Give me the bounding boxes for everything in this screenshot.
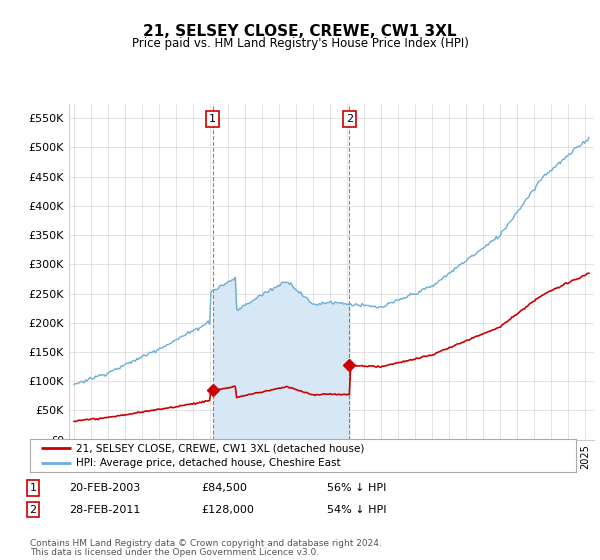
Text: Price paid vs. HM Land Registry's House Price Index (HPI): Price paid vs. HM Land Registry's House …: [131, 37, 469, 50]
Text: £128,000: £128,000: [201, 505, 254, 515]
Text: £84,500: £84,500: [201, 483, 247, 493]
Text: 21, SELSEY CLOSE, CREWE, CW1 3XL: 21, SELSEY CLOSE, CREWE, CW1 3XL: [143, 24, 457, 39]
Text: 56% ↓ HPI: 56% ↓ HPI: [327, 483, 386, 493]
Text: This data is licensed under the Open Government Licence v3.0.: This data is licensed under the Open Gov…: [30, 548, 319, 557]
Text: 1: 1: [29, 483, 37, 493]
Text: 54% ↓ HPI: 54% ↓ HPI: [327, 505, 386, 515]
Text: 1: 1: [209, 114, 216, 124]
Text: 2: 2: [346, 114, 353, 124]
Text: 28-FEB-2011: 28-FEB-2011: [69, 505, 140, 515]
Text: Contains HM Land Registry data © Crown copyright and database right 2024.: Contains HM Land Registry data © Crown c…: [30, 539, 382, 548]
Text: 21, SELSEY CLOSE, CREWE, CW1 3XL (detached house): 21, SELSEY CLOSE, CREWE, CW1 3XL (detach…: [76, 443, 365, 453]
Text: HPI: Average price, detached house, Cheshire East: HPI: Average price, detached house, Ches…: [76, 459, 341, 468]
Text: 2: 2: [29, 505, 37, 515]
Text: 20-FEB-2003: 20-FEB-2003: [69, 483, 140, 493]
